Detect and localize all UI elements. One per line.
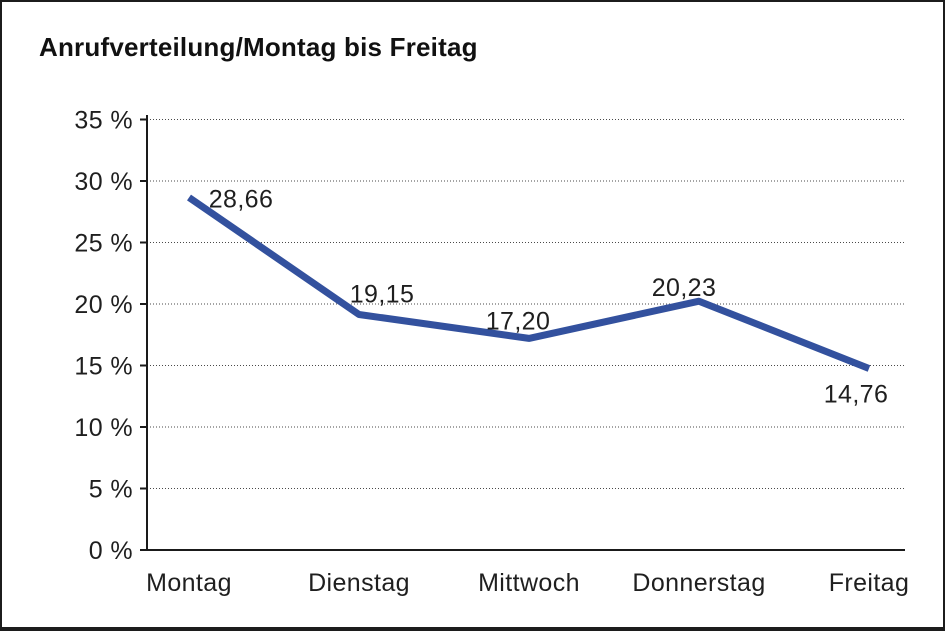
x-category-label: Freitag [829,569,910,597]
x-category-label: Montag [146,569,232,597]
x-category-label: Donnerstag [632,569,765,597]
y-tick-label: 10 % [74,414,133,442]
y-tick-label: 20 % [74,291,133,319]
x-category-labels: Montag Dienstag Mittwoch Donnerstag Freitag [146,569,909,597]
axes [140,115,905,551]
y-tick-label: 30 % [74,168,133,196]
gridlines [147,119,905,489]
point-label: 14,76 [824,380,889,408]
y-tick-label: 15 % [74,353,133,381]
y-tick-label: 35 % [74,107,133,135]
y-tick-label: 0 % [89,537,133,565]
y-tick-label: 5 % [89,476,133,504]
chart-title: Anrufverteilung/Montag bis Freitag [39,32,478,62]
y-tick-label: 25 % [74,230,133,258]
point-label: 17,20 [486,307,551,335]
point-label: 20,23 [652,274,717,302]
point-label: 28,66 [209,185,274,213]
x-category-label: Mittwoch [478,569,580,597]
point-labels: 28,66 19,15 17,20 20,23 14,76 [209,185,889,408]
data-line [187,194,871,372]
point-label: 19,15 [350,280,415,308]
x-category-label: Dienstag [308,569,410,597]
y-tick-labels: 0 % 5 % 10 % 15 % 20 % 25 % 30 % 35 % [74,107,133,566]
